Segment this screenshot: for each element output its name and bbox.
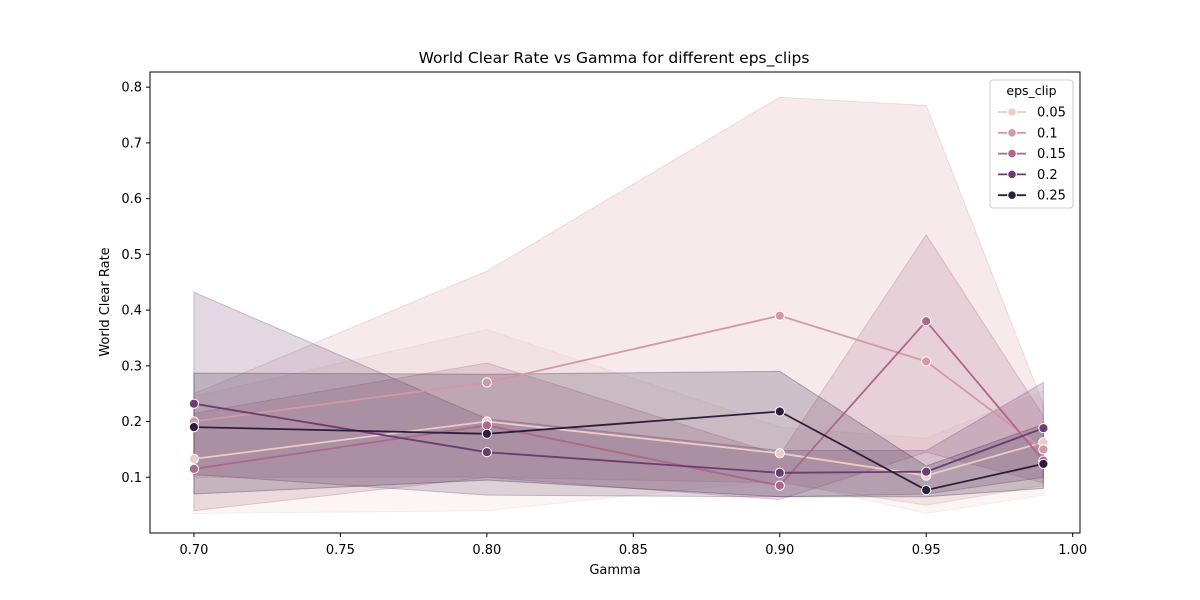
x-tick-label-3: 0.85 [619, 543, 648, 558]
chart-title: World Clear Rate vs Gamma for different … [419, 49, 810, 68]
legend-label-1: 0.1 [1037, 126, 1058, 141]
ci-band-2 [193, 233, 1044, 512]
y-tick-label-1: 0.2 [121, 415, 142, 430]
series-4-point-1 [481, 428, 492, 439]
legend-label-4: 0.25 [1037, 189, 1066, 204]
x-tick-label-1: 0.75 [326, 543, 355, 558]
series-3-point-1 [481, 447, 492, 458]
series-4-point-0 [188, 422, 199, 433]
ci-band-4 [193, 370, 1044, 498]
legend-label-3: 0.2 [1037, 168, 1058, 183]
x-tick-label-0: 0.70 [179, 543, 208, 558]
ci-band-3 [193, 291, 1044, 498]
legend-marker-1 [1007, 128, 1017, 138]
legend: eps_clip 0.05 0.1 0.15 0.2 0.25 [989, 79, 1074, 209]
series-1-point-4 [1038, 444, 1049, 455]
y-tick-label-2: 0.3 [121, 359, 142, 374]
legend-marker-2 [1007, 148, 1017, 159]
series-3-point-2 [774, 467, 785, 478]
series-1-point-2 [774, 310, 785, 321]
series-1-point-1 [481, 377, 492, 388]
series-2-point-0 [188, 463, 199, 474]
plot-frame [149, 71, 1081, 534]
x-axis: 0.70 0.75 0.80 0.85 0.90 0.95 1.00 [179, 533, 1087, 558]
legend-title: eps_clip [1006, 83, 1056, 98]
series-4-point-4 [1038, 458, 1049, 469]
x-axis-label: Gamma [589, 563, 640, 578]
legend-marker-4 [1007, 190, 1017, 200]
y-axis: 0.1 0.2 0.3 0.4 0.5 0.6 0.7 0.8 [121, 81, 150, 486]
series-2-point-1 [481, 420, 492, 431]
x-tick-label-4: 0.90 [765, 543, 794, 558]
series-2-point-2 [774, 480, 785, 491]
legend-label-0: 0.05 [1037, 106, 1066, 121]
y-axis-label: World Clear Rate [98, 247, 113, 356]
series-points [188, 310, 1049, 496]
y-tick-label-4: 0.5 [121, 248, 142, 263]
series-2-point-3 [921, 316, 932, 327]
y-tick-label-7: 0.8 [121, 81, 142, 96]
legend-marker-0 [1007, 107, 1017, 117]
series-0-point-0 [188, 453, 199, 464]
legend-marker-3 [1007, 169, 1017, 180]
y-tick-label-5: 0.6 [121, 192, 142, 207]
ci-band-0 [193, 329, 1044, 515]
x-tick-label-6: 1.00 [1058, 543, 1087, 558]
y-tick-label-3: 0.4 [121, 304, 142, 319]
x-tick-label-5: 0.95 [912, 543, 941, 558]
y-tick-label-6: 0.7 [121, 136, 142, 151]
x-tick-label-2: 0.80 [472, 543, 501, 558]
legend-label-2: 0.15 [1037, 147, 1066, 162]
series-3-point-0 [188, 398, 199, 409]
series-1-point-3 [921, 356, 932, 367]
y-tick-label-0: 0.1 [121, 471, 142, 486]
series-4-point-2 [774, 406, 785, 417]
ci-band-1 [193, 96, 1044, 506]
series-0-point-2 [774, 448, 785, 459]
series-3-point-3 [921, 466, 932, 477]
series-3-point-4 [1038, 423, 1049, 434]
series-4-point-3 [921, 485, 932, 496]
confidence-bands [193, 96, 1044, 515]
